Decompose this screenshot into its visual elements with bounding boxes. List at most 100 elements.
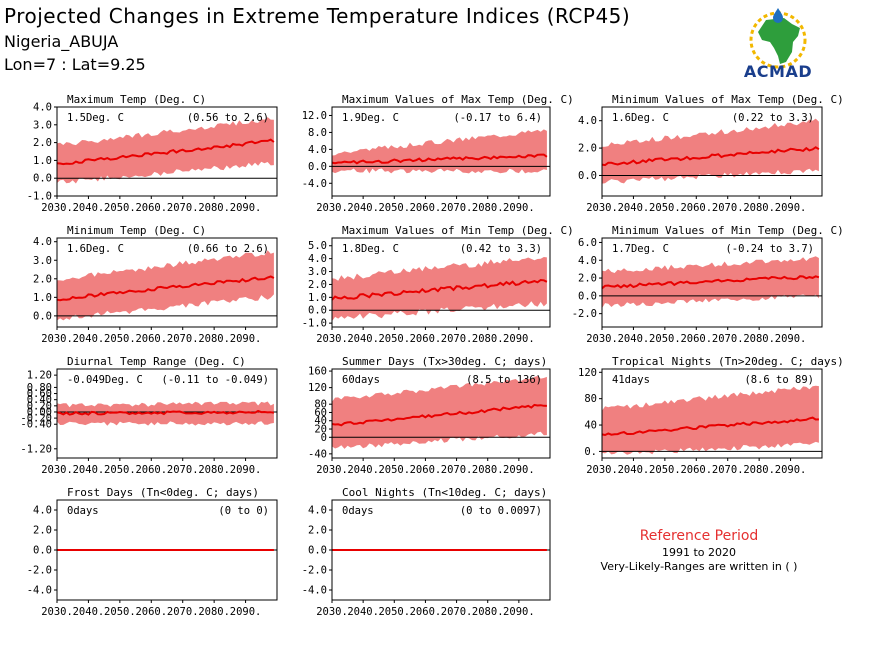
plot-frame bbox=[601, 368, 823, 459]
x-tick-label: 2070. bbox=[441, 464, 473, 476]
y-tick-label: -4.0 bbox=[302, 178, 327, 190]
chart-panel: Diurnal Temp Range (Deg. C) -0.049Deg. C (… bbox=[20, 355, 278, 476]
x-tick-label: 2030. bbox=[41, 333, 73, 345]
x-tick-label: 2050. bbox=[104, 202, 136, 214]
x-tick-label: 2040. bbox=[347, 464, 379, 476]
x-tick-label: 2060. bbox=[135, 606, 167, 618]
plot-frame bbox=[601, 237, 823, 328]
reference-years: 1991 to 2020 bbox=[661, 546, 737, 559]
x-tick-label: 2060. bbox=[410, 606, 442, 618]
median-line bbox=[601, 416, 819, 437]
chart-panel: Minimum Values of Max Temp (Deg. C) 1.6De… bbox=[578, 93, 844, 214]
y-tick-label: 2.0 bbox=[308, 525, 327, 537]
chart-title: Minimum Values of Min Temp (Deg. C) bbox=[612, 224, 844, 237]
chart-panel: Tropical Nights (Tn>20deg. C; days) 41day… bbox=[578, 355, 844, 476]
x-tick-label: 2050. bbox=[649, 202, 681, 214]
x-tick-label: 2030. bbox=[316, 464, 348, 476]
range-label: (-0.11 to -0.049) bbox=[162, 374, 269, 386]
x-tick-label: 2090. bbox=[503, 202, 535, 214]
x-tick-label: 2090. bbox=[230, 464, 262, 476]
chart-title: Tropical Nights (Tn>20deg. C; days) bbox=[612, 355, 844, 368]
chart-title: Minimum Temp (Deg. C) bbox=[67, 224, 206, 237]
x-tick-label: 2050. bbox=[104, 606, 136, 618]
value-label: 0days bbox=[342, 505, 374, 517]
x-tick-label: 2070. bbox=[712, 202, 744, 214]
plot-frame bbox=[56, 237, 278, 328]
range-label: (0 to 0) bbox=[218, 505, 269, 517]
x-tick-label: 2040. bbox=[347, 333, 379, 345]
reference-info: Reference Period 1991 to 2020 Very-Likel… bbox=[580, 528, 818, 573]
range-label: (0.42 to 3.3) bbox=[460, 243, 542, 255]
x-tick-label: 2040. bbox=[347, 202, 379, 214]
plot-frame bbox=[56, 368, 278, 459]
y-tick-label: 4.0 bbox=[308, 144, 327, 156]
chart-panel: Maximum Values of Min Temp (Deg. C) 1.8De… bbox=[302, 224, 574, 345]
chart-title: Maximum Values of Min Temp (Deg. C) bbox=[342, 224, 574, 237]
water-drop-icon bbox=[773, 8, 783, 23]
y-tick-label: -0.40 bbox=[20, 419, 52, 431]
x-tick-label: 2050. bbox=[378, 202, 410, 214]
y-tick-label: 0.0 bbox=[33, 545, 52, 557]
chart-panel: Summer Days (Tx>30deg. C; days) 60days (8.… bbox=[308, 355, 551, 476]
range-label: (8.5 to 136) bbox=[466, 374, 542, 386]
y-tick-label: 120 bbox=[308, 382, 327, 394]
y-tick-label: 0 bbox=[321, 432, 327, 444]
y-tick-label: 0.0 bbox=[33, 310, 52, 322]
y-tick-label: 2.0 bbox=[33, 525, 52, 537]
y-tick-label: 0.0 bbox=[308, 161, 327, 173]
plot-frame bbox=[601, 106, 823, 197]
range-label: (-0.17 to 6.4) bbox=[453, 112, 542, 124]
x-tick-label: 2070. bbox=[712, 333, 744, 345]
median-line bbox=[56, 138, 275, 166]
chart-title: Maximum Values of Max Temp (Deg. C) bbox=[342, 93, 574, 106]
y-tick-label: 3.0 bbox=[308, 266, 327, 278]
y-tick-label: 4.0 bbox=[578, 115, 597, 127]
y-tick-label: 0.0 bbox=[308, 545, 327, 557]
y-tick-label: -1.20 bbox=[20, 443, 52, 455]
x-tick-label: 2030. bbox=[316, 333, 348, 345]
y-tick-label: 4.0 bbox=[33, 505, 52, 517]
range-band bbox=[57, 250, 274, 321]
x-tick-label: 2090. bbox=[775, 202, 807, 214]
median-line bbox=[331, 403, 547, 427]
x-tick-label: 2030. bbox=[41, 606, 73, 618]
y-tick-label: -1.0 bbox=[302, 318, 327, 330]
africa-map-logo-icon bbox=[749, 8, 807, 69]
value-label: 0days bbox=[67, 505, 99, 517]
y-tick-label: 2.0 bbox=[33, 273, 52, 285]
y-tick-label: 5.0 bbox=[308, 240, 327, 252]
x-tick-label: 2090. bbox=[775, 464, 807, 476]
y-tick-label: 4.0 bbox=[308, 505, 327, 517]
x-tick-label: 2050. bbox=[649, 333, 681, 345]
y-tick-label: -4.0 bbox=[302, 585, 327, 597]
x-tick-label: 2060. bbox=[410, 202, 442, 214]
median-line bbox=[56, 275, 275, 302]
x-tick-label: 2040. bbox=[347, 606, 379, 618]
x-tick-label: 2050. bbox=[104, 464, 136, 476]
y-tick-label: 40 bbox=[314, 415, 327, 427]
plot-frame bbox=[331, 106, 551, 197]
x-tick-label: 2040. bbox=[618, 202, 650, 214]
chart-title: Minimum Values of Max Temp (Deg. C) bbox=[612, 93, 844, 106]
x-tick-label: 2060. bbox=[680, 333, 712, 345]
value-label: 1.6Deg. C bbox=[612, 112, 669, 124]
x-tick-label: 2090. bbox=[230, 202, 262, 214]
x-tick-label: 2030. bbox=[586, 464, 618, 476]
x-tick-label: 2040. bbox=[618, 333, 650, 345]
y-tick-label: 1.0 bbox=[33, 155, 52, 167]
y-tick-label: 6.0 bbox=[578, 237, 597, 249]
y-tick-label: 0.80 bbox=[27, 382, 52, 394]
range-band bbox=[57, 117, 274, 184]
x-tick-label: 2030. bbox=[41, 202, 73, 214]
y-tick-label: 0.0 bbox=[308, 305, 327, 317]
x-tick-label: 2090. bbox=[230, 606, 262, 618]
y-tick-label: 1.0 bbox=[33, 292, 52, 304]
y-tick-label: 120 bbox=[578, 367, 597, 379]
median-line bbox=[56, 409, 275, 416]
y-tick-label: 12.0 bbox=[302, 110, 327, 122]
range-label: (8.6 to 89) bbox=[744, 374, 814, 386]
x-tick-label: 2050. bbox=[104, 333, 136, 345]
x-tick-label: 2040. bbox=[618, 464, 650, 476]
y-tick-label: 2.0 bbox=[308, 279, 327, 291]
y-tick-label: 4.0 bbox=[33, 236, 52, 248]
